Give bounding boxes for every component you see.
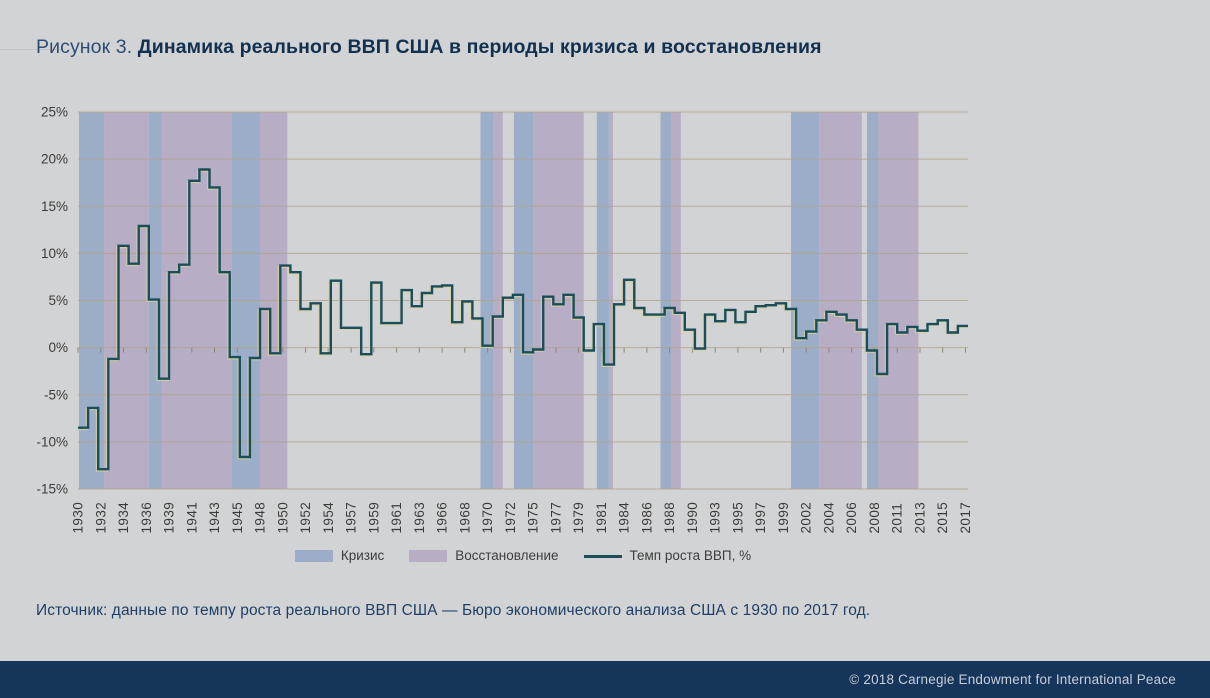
x-axis-label: 2008 (867, 502, 882, 534)
x-axis-label: 1961 (389, 502, 404, 534)
x-axis-label: 1932 (93, 502, 108, 534)
x-axis-label: 1966 (435, 502, 450, 534)
x-axis-label: 1950 (275, 502, 290, 534)
x-axis-label: 1975 (526, 502, 541, 534)
y-axis-label: 5% (48, 293, 68, 308)
x-axis-label: 1954 (321, 502, 336, 534)
footer-bar: © 2018 Carnegie Endowment for Internatio… (0, 661, 1210, 698)
x-axis-label: 1999 (776, 502, 791, 534)
gdp-line (78, 168, 968, 471)
legend-label-gdp-line: Темп роста ВВП, % (629, 548, 752, 563)
x-axis-label: 2002 (799, 502, 814, 534)
x-axis-label: 1957 (344, 502, 359, 534)
x-axis-label: 2017 (958, 502, 973, 534)
y-axis-label: 10% (41, 246, 68, 261)
x-axis-label: 1977 (548, 502, 563, 534)
legend-label-recovery: Восстановление (455, 548, 559, 563)
x-axis-label: 1984 (617, 502, 632, 534)
chart-legend: Кризис Восстановление Темп роста ВВП, % (78, 547, 968, 565)
x-axis-label: 1952 (298, 502, 313, 534)
x-axis-label: 1995 (730, 502, 745, 534)
y-axis-label: -5% (44, 387, 68, 402)
x-axis-label: 1939 (162, 502, 177, 534)
x-axis-label: 2013 (913, 502, 928, 534)
x-axis-label: 2004 (821, 502, 836, 534)
title-rule (0, 49, 62, 50)
y-axis-label: 15% (41, 199, 68, 214)
source-text: данные по темпу роста реального ВВП США … (107, 602, 871, 619)
y-axis-label: 25% (41, 105, 68, 120)
x-axis-label: 1963 (412, 502, 427, 534)
x-axis-label: 1968 (457, 502, 472, 534)
x-axis-label: 1993 (708, 502, 723, 534)
figure-number: Рисунок 3. (36, 36, 138, 58)
recovery-swatch (409, 550, 448, 562)
x-axis-label: 1988 (662, 502, 677, 534)
x-axis-label: 1948 (253, 502, 268, 534)
legend-item-gdp-line: Темп роста ВВП, % (583, 548, 752, 564)
figure-title: Рисунок 3. Динамика реального ВВП США в … (36, 36, 822, 58)
x-axis-label: 2011 (890, 503, 905, 534)
x-axis-label: 1986 (639, 502, 654, 534)
source-label: Источник: (36, 602, 108, 619)
x-axis-label: 1959 (366, 502, 381, 534)
y-axis-label: -10% (36, 434, 68, 449)
y-axis-label: -15% (36, 482, 68, 497)
x-axis-label: 1945 (230, 502, 245, 534)
x-axis-label: 1941 (184, 502, 199, 534)
y-axis-label: 20% (41, 152, 68, 167)
x-axis-label: 1934 (116, 502, 131, 534)
gdp-line-swatch (583, 554, 622, 558)
copyright: © 2018 Carnegie Endowment for Internatio… (849, 672, 1176, 687)
x-axis-label: 1930 (71, 502, 86, 534)
x-axis-label: 1970 (480, 502, 495, 534)
y-axis-label: 0% (48, 340, 68, 355)
x-axis-label: 1981 (594, 502, 609, 534)
x-axis-label: 1943 (207, 502, 222, 534)
x-axis-label: 2015 (935, 502, 950, 534)
x-axis-label: 1979 (571, 502, 586, 534)
crisis-swatch (294, 550, 333, 562)
legend-item-recovery: Восстановление (409, 548, 559, 564)
source-note: Источник: данные по темпу роста реальног… (36, 602, 870, 620)
legend-label-crisis: Кризис (340, 548, 385, 563)
x-axis-label: 1997 (753, 502, 768, 534)
x-axis-label: 1972 (503, 502, 518, 534)
figure-name: Динамика реального ВВП США в периоды кри… (137, 36, 822, 58)
x-axis-label: 1990 (685, 502, 700, 534)
x-axis-label: 2006 (844, 502, 859, 534)
x-axis-label: 1936 (139, 502, 154, 534)
legend-item-crisis: Кризис (294, 548, 385, 564)
